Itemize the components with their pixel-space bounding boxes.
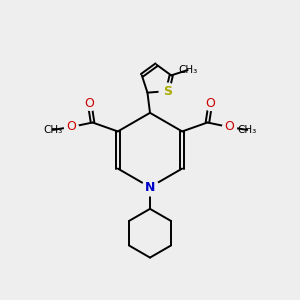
Text: O: O xyxy=(66,121,76,134)
Text: O: O xyxy=(224,121,234,134)
Text: CH₃: CH₃ xyxy=(238,125,257,135)
Text: O: O xyxy=(206,97,215,110)
Text: N: N xyxy=(145,181,155,194)
Text: S: S xyxy=(163,85,172,98)
Text: CH₃: CH₃ xyxy=(178,65,197,75)
Text: O: O xyxy=(85,97,94,110)
Text: CH₃: CH₃ xyxy=(43,125,62,135)
